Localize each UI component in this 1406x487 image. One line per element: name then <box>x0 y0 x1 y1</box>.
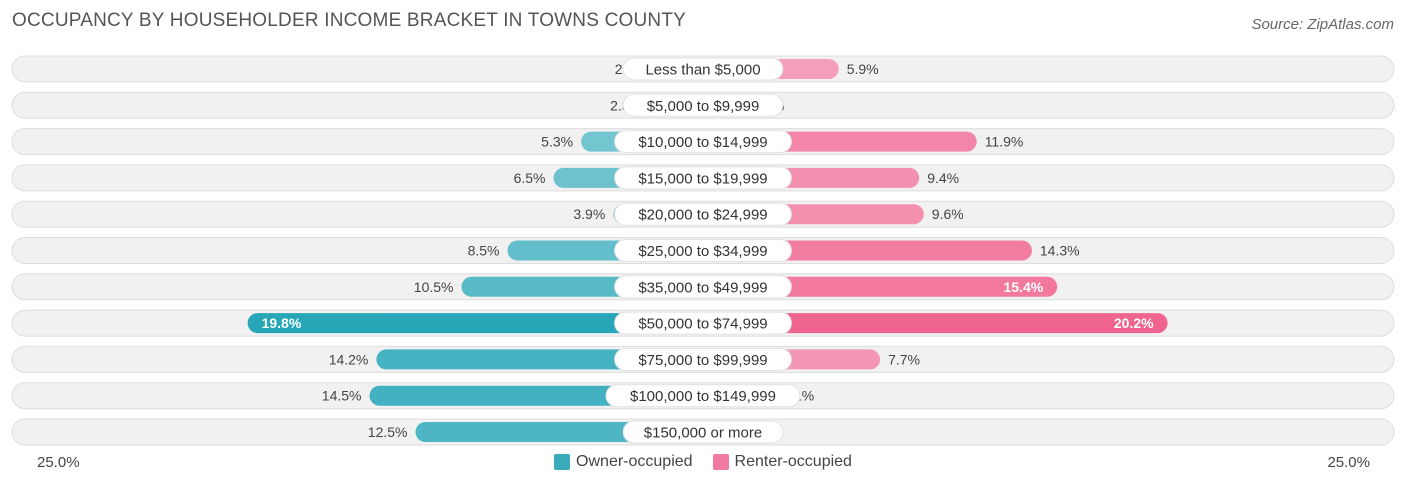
renter-value-label: 11.9% <box>985 134 1024 150</box>
legend-label-owner: Owner-occupied <box>576 453 693 470</box>
category-pill <box>614 275 792 299</box>
category-label: $150,000 or more <box>644 425 762 442</box>
category-pill <box>622 420 784 444</box>
renter-value-label: 9.6% <box>932 206 964 222</box>
category-label: $75,000 to $99,999 <box>638 352 767 369</box>
renter-value-label: 5.9% <box>847 61 879 77</box>
owner-value-label: 14.5% <box>322 388 362 404</box>
category-label: Less than $5,000 <box>645 62 760 79</box>
category-pill <box>614 239 792 262</box>
category-pill <box>622 57 784 81</box>
legend-swatch-owner <box>554 454 571 470</box>
category-pill <box>614 166 792 190</box>
owner-value-label: 10.5% <box>414 279 454 295</box>
category-label: $15,000 to $19,999 <box>638 170 767 187</box>
category-label: $50,000 to $74,999 <box>638 316 767 333</box>
category-pill <box>614 130 792 154</box>
renter-value-label: 20.2% <box>1114 315 1154 331</box>
legend-item-owner: Owner-occupied <box>554 453 693 471</box>
category-label: $20,000 to $24,999 <box>638 207 767 224</box>
renter-bar <box>683 313 1168 334</box>
category-pill <box>622 93 784 117</box>
category-pill <box>605 384 801 408</box>
category-label: $25,000 to $34,999 <box>638 243 767 260</box>
category-label: $10,000 to $14,999 <box>638 134 767 151</box>
category-pill <box>614 347 792 371</box>
category-label: $100,000 to $149,999 <box>630 388 776 405</box>
legend-swatch-renter <box>712 454 729 470</box>
owner-value-label: 12.5% <box>368 424 408 440</box>
category-pill <box>614 202 792 226</box>
category-label: $35,000 to $49,999 <box>638 279 767 296</box>
source-label: Source: ZipAtlas.com <box>1251 16 1394 33</box>
chart-title: OCCUPANCY BY HOUSEHOLDER INCOME BRACKET … <box>12 10 686 31</box>
owner-value-label: 8.5% <box>468 243 500 259</box>
owner-value-label: 6.5% <box>514 170 546 186</box>
renter-value-label: 7.7% <box>888 351 920 367</box>
axis-left-label: 25.0% <box>37 454 80 471</box>
category-pill <box>614 311 792 335</box>
owner-value-label: 14.2% <box>329 351 369 367</box>
owner-bar <box>247 313 723 334</box>
renter-value-label: 14.3% <box>1040 243 1080 259</box>
renter-value-label: 15.4% <box>1003 279 1043 295</box>
owner-value-label: 5.3% <box>541 134 573 150</box>
axis-right-label: 25.0% <box>1327 454 1370 471</box>
renter-value-label: 9.4% <box>927 170 959 186</box>
legend: Owner-occupied Renter-occupied <box>0 453 1406 471</box>
category-label: $5,000 to $9,999 <box>647 98 760 115</box>
owner-value-label: 19.8% <box>262 315 302 331</box>
legend-label-renter: Renter-occupied <box>734 453 852 470</box>
owner-value-label: 3.9% <box>573 206 605 222</box>
bar-chart: 2.1%5.9%Less than $5,0002.3%1.8%$5,000 t… <box>11 55 1395 446</box>
legend-item-renter: Renter-occupied <box>712 453 852 471</box>
